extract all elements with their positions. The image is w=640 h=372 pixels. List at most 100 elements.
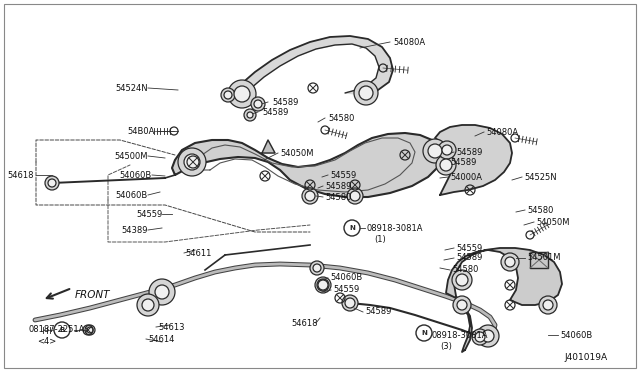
Text: 54589: 54589 — [450, 157, 476, 167]
Circle shape — [54, 322, 70, 338]
Circle shape — [345, 298, 355, 308]
Circle shape — [251, 97, 265, 111]
Text: (1): (1) — [374, 234, 386, 244]
Circle shape — [457, 300, 467, 310]
Text: 54501M: 54501M — [527, 253, 561, 263]
Text: 54559: 54559 — [456, 244, 483, 253]
Circle shape — [224, 91, 232, 99]
Circle shape — [428, 144, 442, 158]
Text: 54050M: 54050M — [536, 218, 570, 227]
Text: 08918-3081A: 08918-3081A — [432, 330, 488, 340]
Circle shape — [344, 220, 360, 236]
Text: B: B — [60, 327, 65, 333]
Circle shape — [475, 332, 485, 342]
Text: 54580: 54580 — [527, 205, 554, 215]
Text: 54060B: 54060B — [560, 330, 592, 340]
Text: <4>: <4> — [37, 337, 56, 346]
Text: 54589: 54589 — [456, 148, 483, 157]
Text: 54613: 54613 — [158, 323, 184, 331]
Circle shape — [178, 148, 206, 176]
Circle shape — [482, 330, 494, 342]
Text: 54589: 54589 — [456, 253, 483, 263]
Circle shape — [305, 191, 315, 201]
Text: 54580: 54580 — [328, 113, 355, 122]
Text: 54525N: 54525N — [524, 173, 557, 182]
Circle shape — [247, 112, 253, 118]
Text: 54050M: 54050M — [280, 148, 314, 157]
Text: 54060B: 54060B — [120, 170, 152, 180]
Circle shape — [155, 285, 169, 299]
Text: 54000A: 54000A — [450, 173, 482, 182]
Circle shape — [302, 188, 318, 204]
Circle shape — [48, 179, 56, 187]
Polygon shape — [172, 133, 442, 197]
Text: 54080A: 54080A — [486, 128, 518, 137]
Text: 54B0A: 54B0A — [127, 126, 155, 135]
Text: 54611: 54611 — [185, 248, 211, 257]
Circle shape — [477, 325, 499, 347]
Polygon shape — [435, 125, 512, 195]
Circle shape — [539, 296, 557, 314]
Text: 54559: 54559 — [137, 209, 163, 218]
Circle shape — [342, 295, 358, 311]
Circle shape — [543, 300, 553, 310]
Circle shape — [149, 279, 175, 305]
Circle shape — [184, 154, 200, 170]
Text: 54580: 54580 — [325, 192, 351, 202]
Circle shape — [423, 139, 447, 163]
Circle shape — [442, 145, 452, 155]
Circle shape — [472, 329, 488, 345]
Circle shape — [313, 264, 321, 272]
Circle shape — [142, 299, 154, 311]
Text: FRONT: FRONT — [75, 290, 111, 300]
Circle shape — [234, 86, 250, 102]
Circle shape — [440, 159, 452, 171]
Text: 54080A: 54080A — [393, 38, 425, 46]
Text: J401019A: J401019A — [564, 353, 607, 362]
Text: 54524N: 54524N — [115, 83, 148, 93]
Circle shape — [359, 86, 373, 100]
Circle shape — [137, 294, 159, 316]
Circle shape — [354, 81, 378, 105]
Text: (3): (3) — [440, 341, 452, 350]
Text: 54559: 54559 — [330, 170, 356, 180]
Text: 08918-3081A: 08918-3081A — [367, 224, 424, 232]
Circle shape — [85, 325, 95, 335]
Text: 54589: 54589 — [365, 308, 392, 317]
Circle shape — [221, 88, 235, 102]
Polygon shape — [262, 140, 275, 153]
Circle shape — [416, 325, 432, 341]
Text: 54614: 54614 — [148, 334, 174, 343]
Circle shape — [310, 261, 324, 275]
Circle shape — [456, 274, 468, 286]
Text: 54060B: 54060B — [330, 273, 362, 282]
Circle shape — [315, 277, 331, 293]
Text: 54389: 54389 — [122, 225, 148, 234]
Text: 08187-2251A: 08187-2251A — [28, 326, 84, 334]
Text: 54589: 54589 — [325, 182, 351, 190]
Circle shape — [45, 176, 59, 190]
Text: 54559: 54559 — [333, 285, 359, 295]
Text: 54580: 54580 — [452, 266, 478, 275]
Circle shape — [438, 141, 456, 159]
Text: 54589: 54589 — [272, 97, 298, 106]
Circle shape — [87, 327, 93, 333]
Circle shape — [244, 109, 256, 121]
Text: 54500M: 54500M — [115, 151, 148, 160]
Circle shape — [347, 188, 363, 204]
Circle shape — [318, 280, 328, 290]
Polygon shape — [530, 252, 548, 268]
Text: N: N — [349, 225, 355, 231]
Circle shape — [228, 80, 256, 108]
Text: 54618: 54618 — [291, 318, 318, 327]
Polygon shape — [233, 36, 393, 96]
Text: 54589: 54589 — [262, 108, 289, 116]
Circle shape — [452, 270, 472, 290]
Text: N: N — [421, 330, 427, 336]
Circle shape — [501, 253, 519, 271]
Circle shape — [350, 191, 360, 201]
Circle shape — [505, 257, 515, 267]
Circle shape — [254, 100, 262, 108]
Circle shape — [453, 296, 471, 314]
Polygon shape — [446, 248, 562, 352]
